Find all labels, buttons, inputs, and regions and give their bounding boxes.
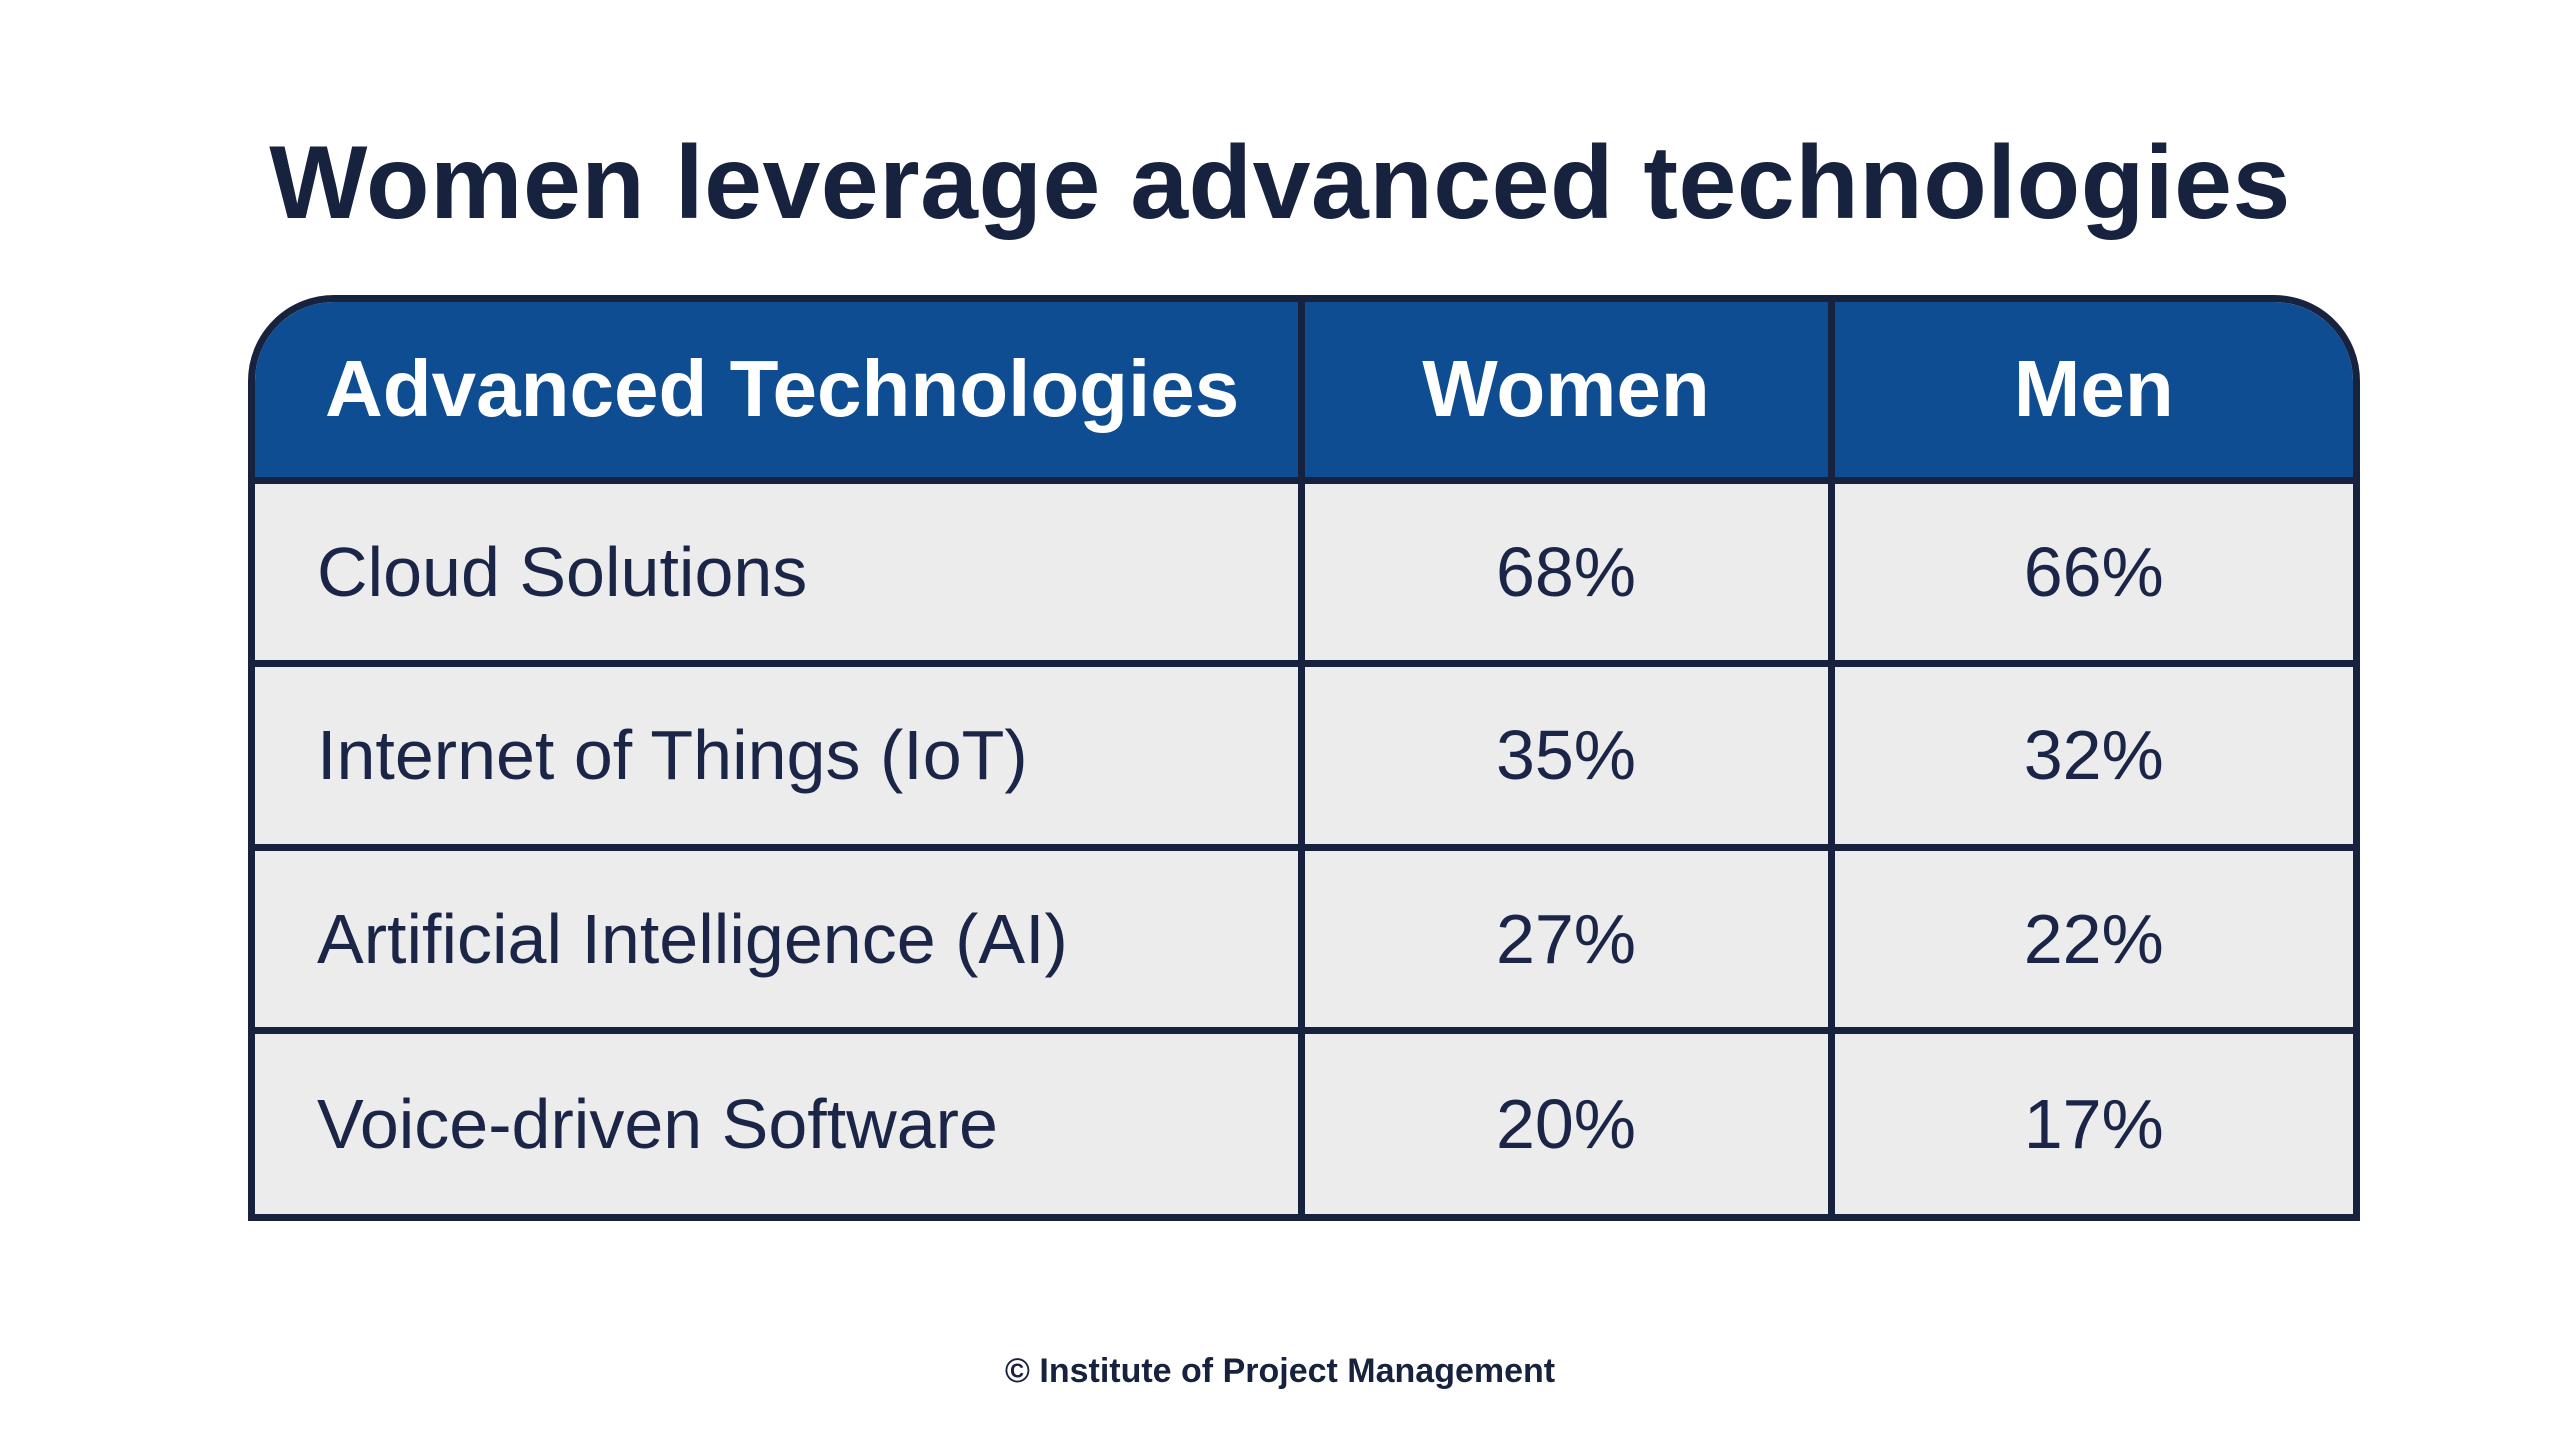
table-row: Voice-driven Software 20% 17% [255, 1027, 2353, 1214]
women-value-cell: 20% [1297, 1027, 1835, 1214]
table-row: Artificial Intelligence (AI) 27% 22% [255, 843, 2353, 1034]
data-table: Advanced Technologies Women Men Cloud So… [255, 302, 2353, 1214]
table-header-row: Advanced Technologies Women Men [255, 302, 2353, 484]
column-header-women: Women [1297, 302, 1835, 484]
technology-cell: Internet of Things (IoT) [255, 660, 1305, 851]
column-header-men: Men [1827, 302, 2353, 484]
table-row: Internet of Things (IoT) 35% 32% [255, 660, 2353, 851]
technology-cell: Voice-driven Software [255, 1027, 1305, 1214]
women-value-cell: 27% [1297, 843, 1835, 1034]
page-title: Women leverage advanced technologies [269, 125, 2291, 241]
women-value-cell: 68% [1297, 476, 1835, 667]
column-header-technologies: Advanced Technologies [255, 302, 1305, 484]
men-value-cell: 17% [1827, 1027, 2353, 1214]
technology-table: Advanced Technologies Women Men Cloud So… [248, 295, 2360, 1221]
men-value-cell: 22% [1827, 843, 2353, 1034]
women-value-cell: 35% [1297, 660, 1835, 851]
table-row: Cloud Solutions 68% 66% [255, 476, 2353, 667]
technology-cell: Artificial Intelligence (AI) [255, 843, 1305, 1034]
men-value-cell: 66% [1827, 476, 2353, 667]
men-value-cell: 32% [1827, 660, 2353, 851]
copyright-footer: © Institute of Project Management [1004, 1352, 1556, 1390]
technology-cell: Cloud Solutions [255, 476, 1305, 667]
